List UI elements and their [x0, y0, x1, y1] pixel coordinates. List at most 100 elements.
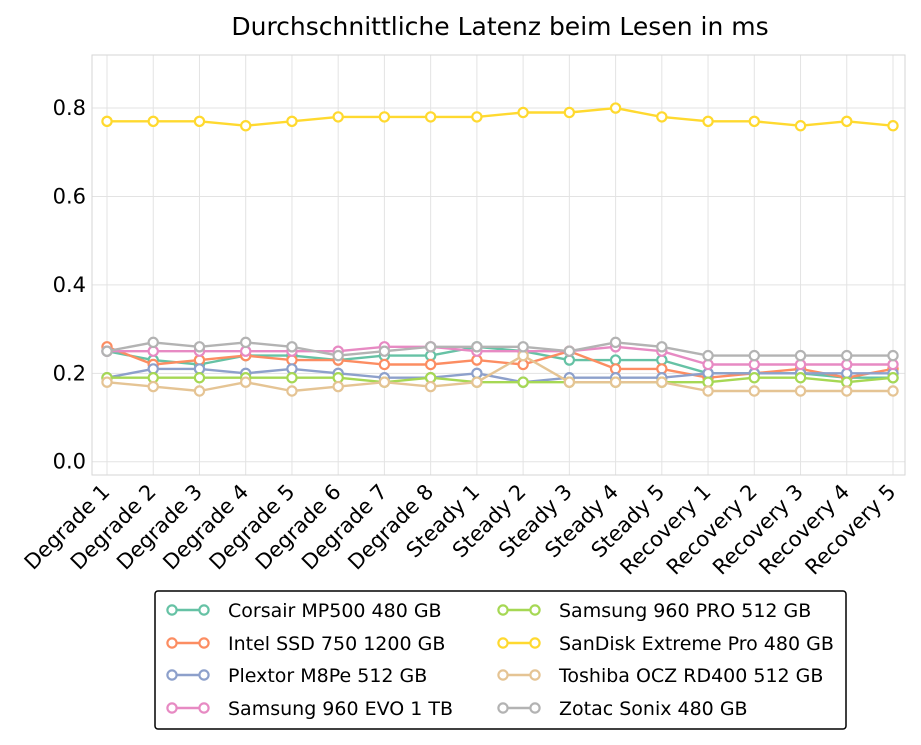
grid [92, 55, 905, 475]
data-point [286, 385, 298, 397]
y-tick-label: 0.2 [53, 361, 86, 385]
data-point [748, 349, 760, 362]
legend-label: Toshiba OCZ RD400 512 GB [558, 665, 823, 687]
data-point [286, 341, 298, 353]
data-point [656, 341, 668, 353]
legend-label: Zotac Sonix 480 GB [559, 698, 748, 720]
data-point [563, 345, 576, 357]
legend-entry: Intel SSD 750 1200 GB [166, 633, 445, 655]
series-group [101, 349, 899, 397]
data-point [794, 120, 807, 132]
data-point [517, 376, 529, 388]
series-line [107, 376, 894, 384]
data-point [193, 385, 206, 397]
data-point [517, 106, 529, 119]
data-point [240, 120, 252, 132]
y-tick-label: 0.4 [53, 273, 86, 297]
legend: Corsair MP500 480 GB Intel SSD 750 1200 G… [154, 590, 847, 730]
legend-entry: SanDisk Extreme Pro 480 GB [497, 633, 834, 655]
data-point [147, 380, 159, 393]
data-point [332, 349, 344, 362]
data-point [887, 372, 899, 384]
data-point [471, 376, 483, 388]
data-point [378, 111, 391, 123]
legend-marker [529, 702, 541, 714]
data-point [794, 349, 807, 362]
data-point [193, 372, 206, 384]
legend-label: Samsung 960 PRO 512 GB [559, 600, 811, 622]
chart-title: Durchschnittliche Latenz beim Lesen in m… [231, 12, 768, 41]
data-point [286, 115, 298, 128]
data-point [101, 345, 113, 357]
series-group [101, 102, 899, 132]
data-point [471, 341, 483, 353]
series-line [106, 354, 893, 393]
legend-marker [198, 702, 210, 714]
legend-label: SanDisk Extreme Pro 480 GB [559, 633, 834, 655]
series-line [107, 106, 894, 127]
y-tick-label: 0.0 [53, 450, 86, 474]
data-point [794, 385, 807, 397]
data-point [656, 376, 668, 388]
data-point [656, 111, 668, 123]
data-point [378, 376, 391, 388]
series-group [101, 372, 899, 388]
legend-entry: Toshiba OCZ RD400 512 GB [497, 665, 823, 687]
data-point [841, 115, 853, 128]
y-axis: 0.0 0.2 0.4 0.6 0.8 [53, 96, 86, 474]
data-point [193, 115, 206, 128]
legend-entry: Plextor M8Pe 512 GB [166, 665, 427, 687]
data-point [378, 345, 391, 357]
data-point [240, 376, 252, 388]
legend-marker [497, 669, 509, 681]
data-point [193, 341, 206, 353]
data-point [286, 372, 298, 384]
data-point [609, 102, 622, 114]
series-line [106, 367, 893, 384]
legend-entry: Samsung 960 PRO 512 GB [497, 600, 811, 622]
data-point [147, 336, 159, 349]
legend-marker [198, 637, 210, 649]
legend-entry: Samsung 960 EVO 1 TB [166, 698, 453, 720]
data-point [702, 385, 714, 397]
legend-entry: Zotac Sonix 480 GB [497, 698, 748, 720]
legend-marker [198, 669, 210, 681]
data-point [471, 111, 483, 123]
legend-marker [198, 604, 210, 616]
plot-frame [91, 54, 906, 476]
series-group [101, 102, 899, 397]
series-line [106, 341, 893, 357]
data-point [424, 380, 437, 393]
legend-marker [166, 637, 178, 649]
legend-label: Samsung 960 EVO 1 TB [228, 698, 453, 720]
data-point [332, 111, 344, 123]
data-point [609, 336, 622, 349]
y-tick-label: 0.8 [53, 96, 86, 120]
data-point [563, 106, 576, 119]
data-point [240, 336, 252, 349]
legend-entry: Corsair MP500 480 GB [166, 600, 442, 622]
legend-marker [497, 702, 509, 714]
legend-marker [497, 604, 509, 616]
data-point [841, 349, 853, 362]
data-point [147, 115, 159, 128]
data-point [702, 115, 714, 128]
legend-box [154, 590, 847, 730]
legend-marker [166, 604, 178, 616]
data-point [841, 385, 853, 397]
series-group [101, 336, 899, 362]
data-point [887, 385, 899, 397]
legend-marker [529, 669, 541, 681]
legend-label: Intel SSD 750 1200 GB [228, 633, 445, 655]
y-tick-label: 0.6 [53, 184, 86, 208]
data-point [702, 349, 714, 362]
data-point [517, 341, 529, 353]
data-point [609, 376, 622, 388]
legend-marker [529, 637, 541, 649]
legend-marker [166, 669, 178, 681]
data-point [101, 115, 113, 128]
data-point [378, 358, 391, 371]
legend-label: Corsair MP500 480 GB [228, 600, 442, 622]
